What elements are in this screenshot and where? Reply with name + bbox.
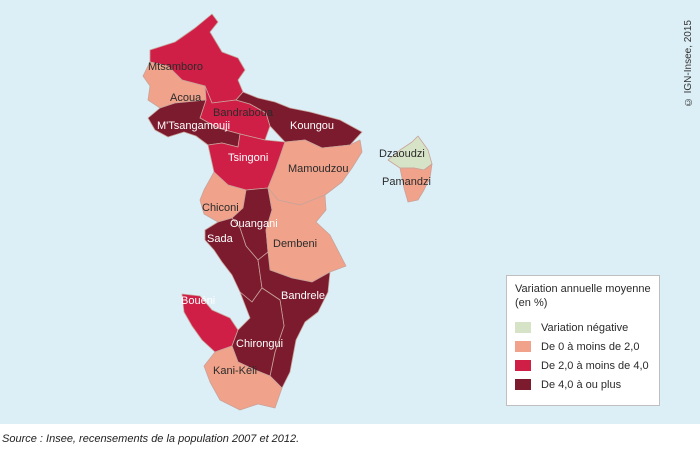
- label-mtsangamouji: M'Tsangamouji: [157, 120, 230, 132]
- legend-item-2-4: De 2,0 à moins de 4,0: [515, 356, 651, 375]
- map-legend: Variation annuelle moyenne (en %) Variat…: [506, 275, 660, 406]
- legend-title: Variation annuelle moyenne (en %): [515, 283, 651, 309]
- label-chiconi: Chiconi: [202, 202, 239, 214]
- label-mtsamboro: Mtsamboro: [148, 61, 203, 73]
- map-area: Mtsamboro Acoua Bandraboua M'Tsangamouji…: [0, 0, 700, 424]
- label-tsingoni: Tsingoni: [228, 152, 268, 164]
- label-acoua: Acoua: [170, 92, 202, 104]
- label-dzaoudzi: Dzaoudzi: [379, 148, 425, 160]
- commune-kani-keli[interactable]: [203, 345, 283, 411]
- legend-item-0-2: De 0 à moins de 2,0: [515, 337, 651, 356]
- legend-swatch-0-2: [515, 341, 531, 352]
- legend-swatch-4-plus: [515, 379, 531, 390]
- label-koungou: Koungou: [290, 120, 334, 132]
- commune-dembeni[interactable]: [265, 187, 347, 283]
- legend-label-0-2: De 0 à moins de 2,0: [541, 340, 640, 353]
- label-ouangani: Ouangani: [230, 218, 278, 230]
- legend-label-2-4: De 2,0 à moins de 4,0: [541, 359, 649, 372]
- legend-label-4-plus: De 4,0 à ou plus: [541, 378, 622, 391]
- label-mamoudzou: Mamoudzou: [288, 163, 349, 175]
- label-bandrele: Bandrele: [281, 290, 325, 302]
- commune-pamandzi[interactable]: [399, 163, 433, 203]
- label-pamandzi: Pamandzi: [382, 176, 431, 188]
- label-bandraboua: Bandraboua: [213, 107, 274, 119]
- label-boueni: Bouéni: [181, 295, 215, 307]
- legend-item-negative: Variation négative: [515, 318, 651, 337]
- label-kani-keli: Kani-Kéli: [213, 365, 257, 377]
- copyright-text: © IGN-Insee, 2015: [683, 20, 694, 108]
- legend-swatch-2-4: [515, 360, 531, 371]
- label-dembeni: Dembeni: [273, 238, 317, 250]
- legend-label-negative: Variation négative: [541, 321, 629, 334]
- label-chirongui: Chirongui: [236, 338, 283, 350]
- source-note: Source : Insee, recensements de la popul…: [2, 433, 300, 445]
- legend-swatch-negative: [515, 322, 531, 333]
- mayotte-map: Mtsamboro Acoua Bandraboua M'Tsangamouji…: [142, 13, 433, 411]
- legend-item-4-plus: De 4,0 à ou plus: [515, 375, 651, 394]
- label-sada: Sada: [207, 233, 234, 245]
